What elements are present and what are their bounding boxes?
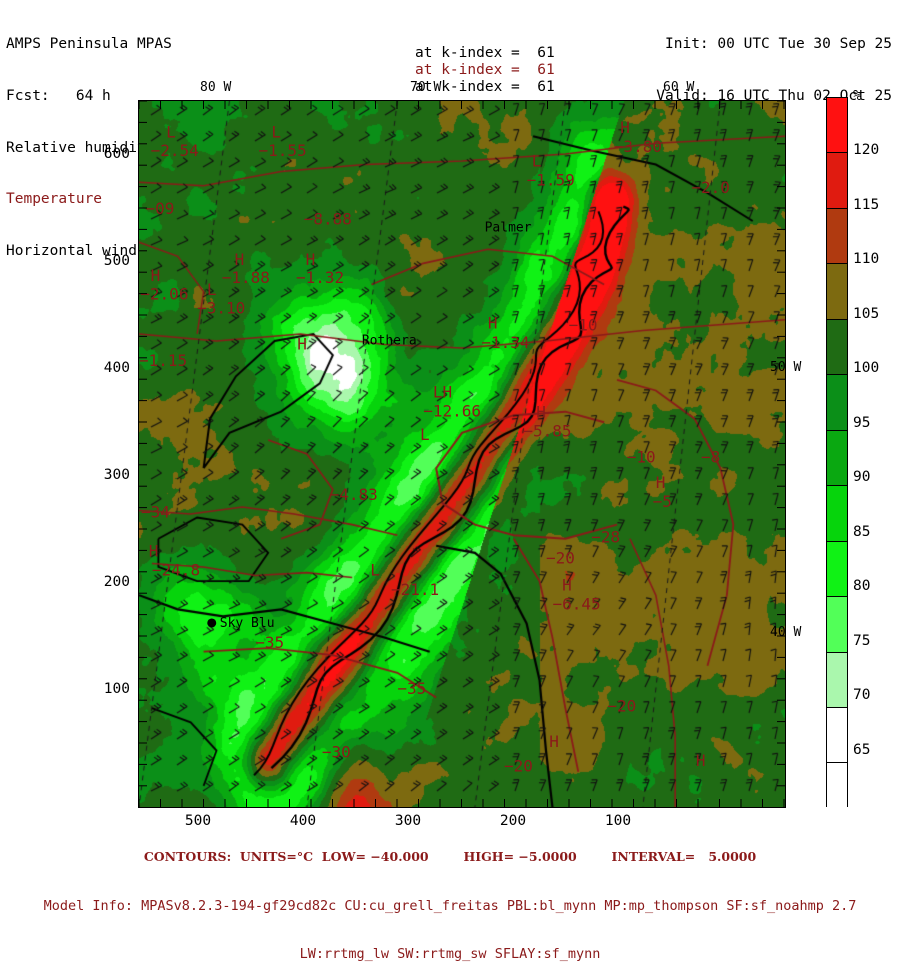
colorbar-segment bbox=[827, 263, 847, 319]
y-axis-tick: 400 bbox=[103, 360, 130, 376]
contour-info: CONTOURS: UNITS=°C LOW= −40.000 HIGH= −5… bbox=[143, 849, 757, 864]
y-axis-tick: 200 bbox=[103, 574, 130, 590]
longitude-label: 40 W bbox=[770, 625, 802, 640]
header-right-block: Init: 00 UTC Tue 30 Sep 25 Valid: 16 UTC… bbox=[656, 2, 892, 122]
colorbar-segment bbox=[827, 651, 847, 707]
colorbar bbox=[826, 97, 848, 818]
x-axis-tick: 300 bbox=[394, 813, 422, 829]
longitude-label: 50 W bbox=[770, 360, 802, 375]
colorbar-tick: 85 bbox=[853, 523, 871, 540]
field-temperature: Temperature bbox=[6, 191, 103, 208]
colorbar-tick: 80 bbox=[853, 578, 871, 595]
colorbar-tick: 105 bbox=[853, 305, 880, 322]
colorbar-segment bbox=[827, 207, 847, 264]
colorbar-unit: % bbox=[853, 88, 862, 104]
x-axis-tick: 400 bbox=[289, 813, 317, 829]
k-index-temperature: at k-index = 61 bbox=[415, 62, 555, 79]
colorbar-tick: 75 bbox=[853, 632, 871, 649]
forecast-map-canvas bbox=[139, 101, 785, 807]
forecast-hour: Fcst: 64 h bbox=[6, 88, 111, 105]
colorbar-tick: 100 bbox=[853, 360, 880, 377]
x-axis-tick: 500 bbox=[184, 813, 212, 829]
y-axis-tick: 600 bbox=[103, 146, 130, 162]
colorbar-tick: 115 bbox=[853, 196, 880, 213]
longitude-label: 70 W bbox=[410, 80, 442, 95]
colorbar-segment bbox=[827, 152, 847, 208]
colorbar-tick: 70 bbox=[853, 687, 871, 704]
k-index-wind: at k-index = 61 bbox=[415, 79, 555, 96]
x-axis-tick: 100 bbox=[604, 813, 632, 829]
colorbar-segment bbox=[827, 429, 847, 486]
colorbar-segment bbox=[827, 485, 847, 541]
colorbar-tick: 65 bbox=[853, 741, 871, 758]
colorbar-segment bbox=[827, 374, 847, 430]
page-title: AMPS Peninsula MPAS bbox=[6, 36, 172, 53]
colorbar-tick: 95 bbox=[853, 414, 871, 431]
model-info: Model Info: MPASv8.2.3-194-gf29cd82c CU:… bbox=[0, 866, 900, 978]
colorbar-segment bbox=[827, 596, 847, 652]
colorbar-tick: 110 bbox=[853, 251, 880, 268]
colorbar-tick: 120 bbox=[853, 142, 880, 159]
y-axis-tick: 100 bbox=[103, 681, 130, 697]
k-index-humidity: at k-index = 61 bbox=[415, 45, 555, 61]
colorbar-segment bbox=[827, 318, 847, 375]
longitude-label: 80 W bbox=[200, 80, 232, 95]
model-info-line1: Model Info: MPASv8.2.3-194-gf29cd82c CU:… bbox=[43, 898, 857, 914]
longitude-label: 60 W bbox=[663, 80, 695, 95]
colorbar-tick: 90 bbox=[853, 469, 871, 486]
y-axis-tick: 500 bbox=[103, 253, 130, 269]
init-time: Init: 00 UTC Tue 30 Sep 25 bbox=[665, 36, 892, 53]
model-info-line2: LW:rrtmg_lw SW:rrtmg_sw SFLAY:sf_mynn bbox=[299, 946, 601, 962]
colorbar-segment bbox=[827, 762, 847, 818]
y-axis-tick: 300 bbox=[103, 467, 130, 483]
colorbar-segment bbox=[827, 706, 847, 763]
plot-frame bbox=[138, 100, 786, 808]
colorbar-segment bbox=[827, 98, 847, 153]
x-axis-tick: 200 bbox=[499, 813, 527, 829]
colorbar-segment bbox=[827, 540, 847, 597]
